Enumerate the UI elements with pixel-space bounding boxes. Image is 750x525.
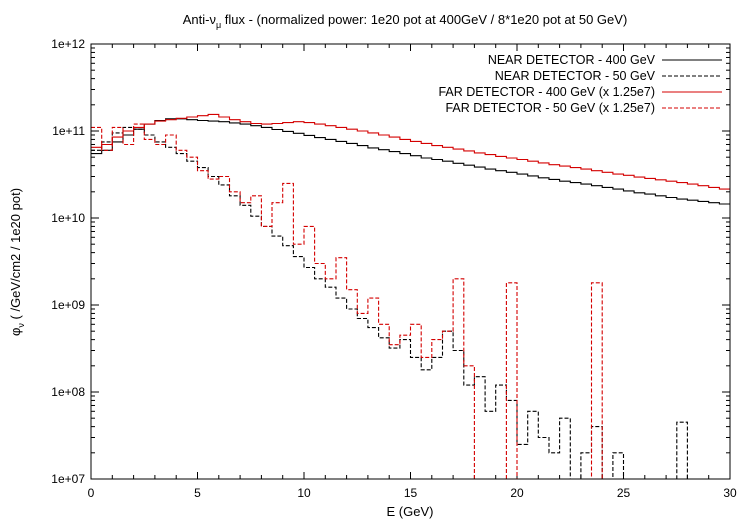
x-tick-label: 5 xyxy=(194,486,201,500)
x-axis-label: E (GeV) xyxy=(387,504,434,519)
legend: NEAR DETECTOR - 400 GeV NEAR DETECTOR - 5… xyxy=(438,53,722,115)
y-tick-label: 1e+11 xyxy=(52,124,85,138)
y-tick-label: 1e+12 xyxy=(51,37,85,51)
x-tick-label: 20 xyxy=(510,486,524,500)
chart-title: Anti-νμ flux - (normalized power: 1e20 p… xyxy=(183,12,628,30)
y-tick-label: 1e+09 xyxy=(51,298,85,312)
series-line xyxy=(91,123,613,480)
series-line xyxy=(91,118,730,205)
series-group xyxy=(91,113,730,480)
legend-label: NEAR DETECTOR - 50 GeV xyxy=(495,69,656,83)
x-tick-label: 0 xyxy=(88,486,95,500)
y-tick-label: 1e+10 xyxy=(51,211,85,225)
legend-label: FAR DETECTOR - 50 GeV (x 1.25e7) xyxy=(445,101,655,115)
x-tick-label: 10 xyxy=(297,486,311,500)
x-tick-label: 25 xyxy=(617,486,631,500)
series-line xyxy=(91,126,698,480)
y-tick-label: 1e+07 xyxy=(51,472,85,486)
x-tick-label: 30 xyxy=(723,486,737,500)
y-tick-label: 1e+08 xyxy=(51,385,85,399)
x-tick-labels: 0 5 10 15 20 25 30 xyxy=(88,486,737,500)
y-axis-label: φν ( /GeV/cm2 / 1e20 pot) xyxy=(8,188,26,336)
plot-frame xyxy=(90,43,731,480)
y-tick-labels: 1e+07 1e+08 1e+09 1e+10 1e+11 1e+12 xyxy=(51,37,85,486)
x-tick-label: 15 xyxy=(404,486,418,500)
legend-label: NEAR DETECTOR - 400 GeV xyxy=(488,53,656,67)
series-line xyxy=(91,113,730,190)
legend-label: FAR DETECTOR - 400 GeV (x 1.25e7) xyxy=(438,85,655,99)
